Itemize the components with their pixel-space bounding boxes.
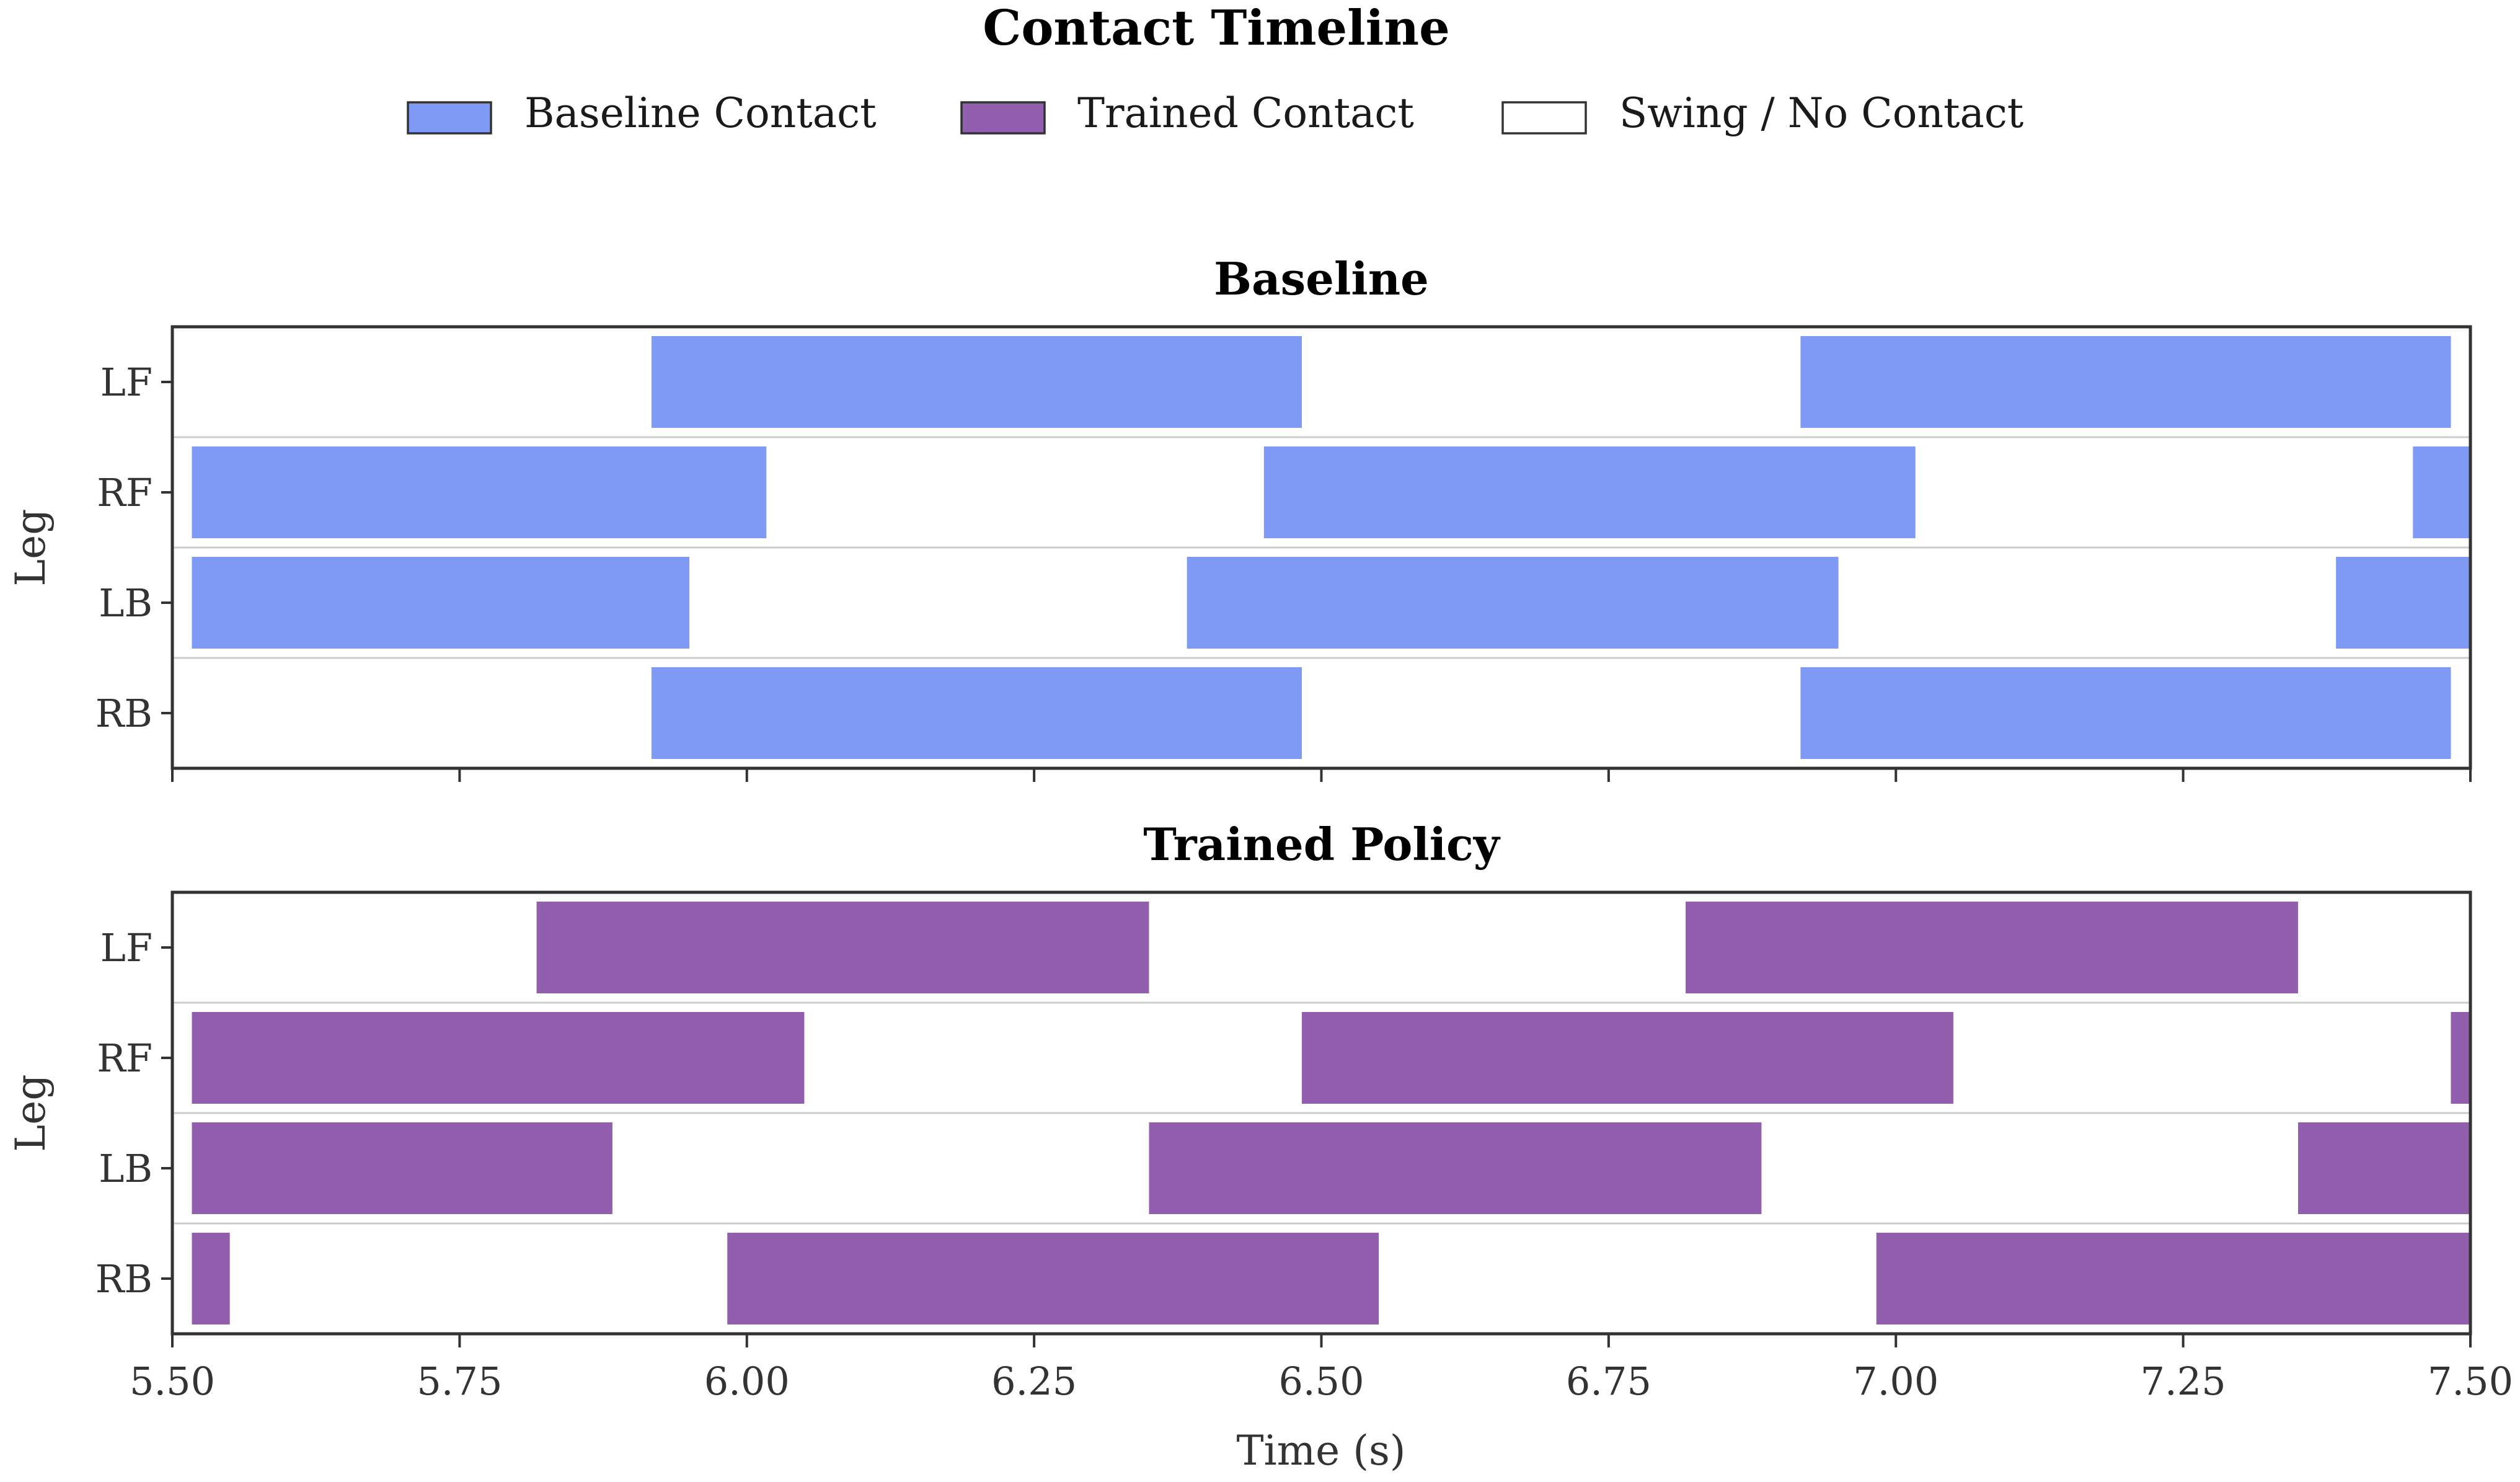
y-tick-label-rf: RF (97, 1036, 153, 1081)
contact-bar-baseline-rf-1 (1263, 446, 1916, 538)
contact-bar-baseline-rf-2 (2413, 446, 2470, 538)
legend: Baseline Contact Trained Contact Swing / N… (407, 89, 2023, 137)
contact-bar-trained-policy-lf-0 (536, 902, 1149, 993)
y-tick-label-lf: LF (100, 360, 153, 405)
legend-swatch-swing-no-contact (1501, 101, 1587, 135)
contact-bar-trained-policy-rb-1 (727, 1233, 1379, 1324)
legend-label-baseline-contact: Baseline Contact (524, 89, 877, 137)
contact-bar-trained-policy-rb-0 (192, 1233, 230, 1324)
y-axis-label-trained-policy: Leg (7, 1074, 55, 1151)
contact-bar-trained-policy-rf-2 (2451, 1012, 2470, 1104)
y-tick-label-lb: LB (99, 1146, 153, 1191)
panel-title-trained-policy: Trained Policy (1143, 818, 1501, 871)
x-tick-label: 7.50 (2428, 1359, 2513, 1404)
y-tick-label-rb: RB (95, 691, 153, 736)
x-axis-label: Time (s) (1236, 1427, 1405, 1475)
panel-trained-policy: Trained Policy LF RF LB RB Leg 5.50 5.75 6.00 6.2… (7, 818, 2513, 1404)
contact-bar-trained-policy-lf-1 (1686, 902, 2298, 993)
y-tick-label-lb: LB (99, 580, 153, 626)
panel-baseline: Baseline LF RF LB RB Leg (7, 252, 2472, 782)
contact-bar-baseline-rf-0 (192, 446, 767, 538)
contact-bar-baseline-rb-0 (651, 667, 1302, 759)
panel-title-baseline: Baseline (1214, 252, 1429, 305)
x-tick-label: 7.25 (2141, 1359, 2226, 1404)
legend-label-trained-contact: Trained Contact (1077, 89, 1414, 137)
contact-bar-baseline-lb-2 (2336, 557, 2470, 649)
panels: Baseline LF RF LB RB Leg Trained Policy LF RF LB R… (7, 252, 2513, 1404)
legend-label-swing-no-contact: Swing / No Contact (1619, 89, 2023, 137)
legend-swatch-trained-contact (960, 101, 1046, 135)
contact-bar-trained-policy-rf-0 (192, 1012, 805, 1104)
y-tick-label-rf: RF (97, 470, 153, 515)
contact-bar-baseline-lf-0 (651, 336, 1302, 428)
contact-bar-trained-policy-lb-0 (192, 1122, 612, 1214)
contact-bar-trained-policy-lb-2 (2297, 1122, 2470, 1214)
contact-bar-baseline-lb-1 (1187, 557, 1839, 649)
y-axis-label-baseline: Leg (7, 508, 55, 586)
contact-bar-trained-policy-rb-2 (1876, 1233, 2470, 1324)
contact-bar-baseline-lb-0 (192, 557, 690, 649)
x-tick-label: 6.25 (991, 1359, 1077, 1404)
x-tick-label: 6.50 (1278, 1359, 1364, 1404)
x-tick-label: 5.50 (130, 1359, 215, 1404)
x-tick-label: 6.75 (1566, 1359, 1651, 1404)
contact-bar-baseline-rb-1 (1800, 667, 2451, 759)
x-tick-label: 5.75 (417, 1359, 502, 1404)
contact-bar-baseline-lf-1 (1800, 336, 2451, 428)
contact-bar-trained-policy-lb-1 (1149, 1122, 1762, 1214)
chart-title: Contact Timeline (983, 0, 1450, 56)
y-tick-label-rb: RB (95, 1256, 153, 1302)
y-tick-label-lf: LF (100, 925, 153, 970)
legend-swatch-baseline-contact (407, 101, 492, 135)
x-tick-label: 7.00 (1853, 1359, 1939, 1404)
x-tick-label: 6.00 (704, 1359, 790, 1404)
contact-bar-trained-policy-rf-1 (1301, 1012, 1953, 1104)
